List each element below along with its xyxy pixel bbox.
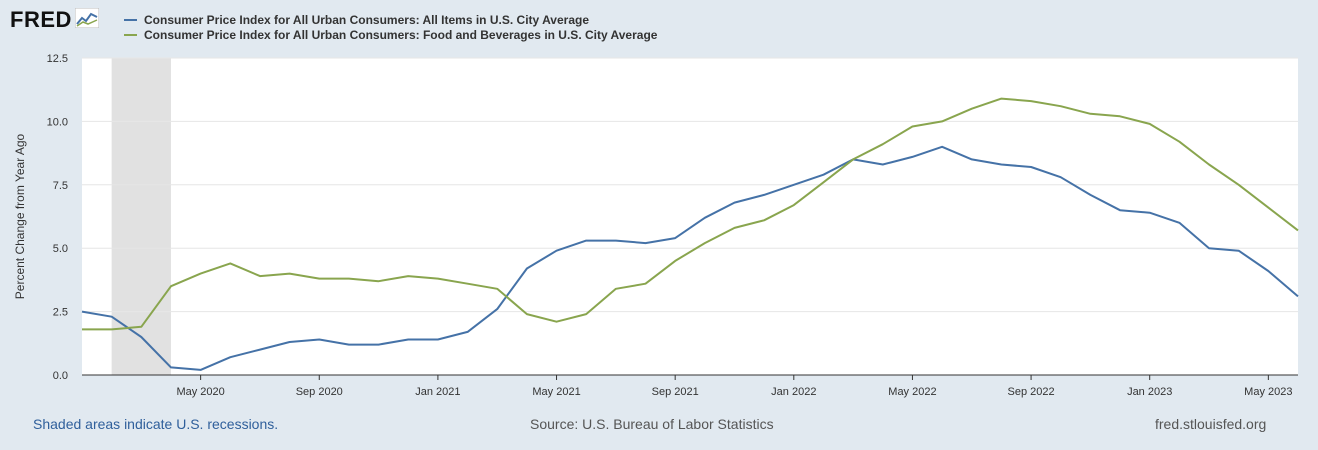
source-note: Source: U.S. Bureau of Labor Statistics — [530, 416, 774, 432]
x-tick-label: Jan 2023 — [1127, 386, 1172, 398]
y-tick-label: 12.5 — [47, 53, 68, 65]
x-tick-label: Sep 2022 — [1008, 386, 1055, 398]
x-tick-label: Jan 2022 — [771, 386, 816, 398]
site-link[interactable]: fred.stlouisfed.org — [1155, 416, 1267, 432]
y-tick-label: 5.0 — [53, 243, 68, 255]
legend-item-all-items[interactable]: Consumer Price Index for All Urban Consu… — [124, 12, 657, 27]
legend-swatch — [124, 33, 137, 36]
x-tick-label: May 2022 — [888, 386, 936, 398]
y-tick-label: 2.5 — [53, 307, 68, 319]
x-tick-label: May 2020 — [176, 386, 224, 398]
y-tick-label: 10.0 — [47, 116, 68, 128]
y-axis-label: Percent Change from Year Ago — [13, 133, 27, 299]
x-tick-label: May 2021 — [532, 386, 580, 398]
chart-legend: Consumer Price Index for All Urban Consu… — [124, 12, 657, 42]
logo-text: FRED — [10, 7, 72, 32]
x-tick-label: Sep 2020 — [296, 386, 343, 398]
legend-swatch — [124, 18, 137, 21]
plot-area — [82, 58, 1298, 375]
series-line-1 — [81, 145, 1299, 371]
series-line-2 — [82, 97, 1299, 331]
legend-item-food-beverages[interactable]: Consumer Price Index for All Urban Consu… — [124, 27, 657, 42]
y-tick-label: 7.5 — [53, 180, 68, 192]
legend-label: Consumer Price Index for All Urban Consu… — [144, 12, 589, 27]
line-chart: 0.0 2.5 5.0 7.5 10.0 12.5 Percent Change from … — [13, 53, 1299, 398]
y-tick-label: 0.0 — [53, 370, 68, 382]
x-tick-label: May 2023 — [1244, 386, 1292, 398]
x-tick-label: Sep 2021 — [652, 386, 699, 398]
recession-note: Shaded areas indicate U.S. recessions. — [33, 416, 279, 432]
recession-shading — [111, 58, 171, 375]
x-tick-label: Jan 2021 — [415, 386, 460, 398]
legend-label: Consumer Price Index for All Urban Consu… — [144, 27, 658, 42]
